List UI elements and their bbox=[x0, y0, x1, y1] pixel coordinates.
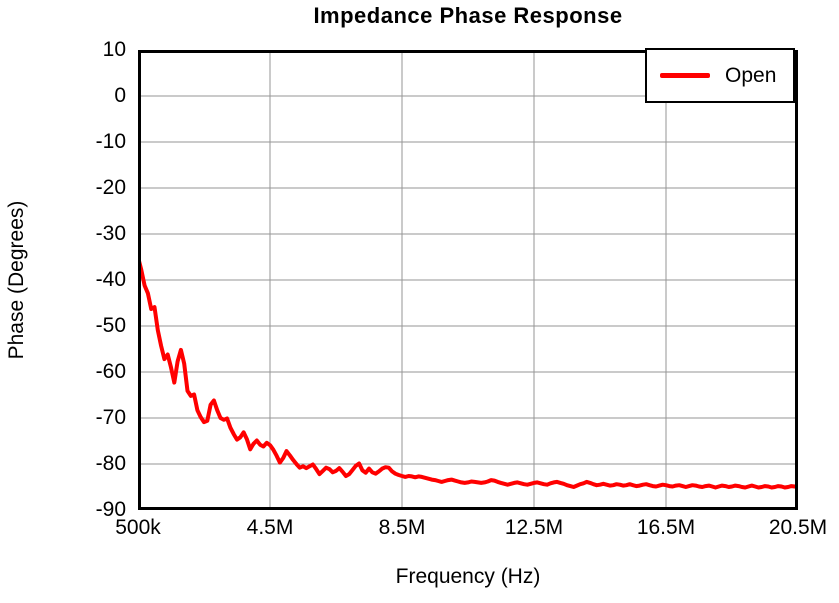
y-tick-label: -40 bbox=[95, 268, 126, 291]
x-tick-label: 16.5M bbox=[636, 516, 696, 539]
y-tick-label: -50 bbox=[95, 314, 126, 337]
x-tick-label: 8.5M bbox=[378, 516, 426, 539]
y-tick-label: -70 bbox=[95, 406, 126, 429]
y-tick-label: -90 bbox=[95, 498, 126, 521]
chart-title: Impedance Phase Response bbox=[313, 3, 623, 28]
series-line-open bbox=[138, 255, 798, 490]
legend: Open bbox=[645, 48, 795, 103]
y-tick-label: -10 bbox=[95, 130, 126, 153]
x-tick-label: 12.5M bbox=[504, 516, 564, 539]
plot-border bbox=[138, 50, 798, 510]
y-tick-label: -80 bbox=[95, 452, 126, 475]
y-tick-label: -60 bbox=[95, 360, 126, 383]
y-axis-tick-labels: 10 0 -10 -20 -30 -40 -50 -60 -70 -80 -90 bbox=[0, 38, 126, 521]
y-tick-label: -20 bbox=[95, 176, 126, 199]
x-tick-label: 20.5M bbox=[768, 516, 828, 539]
y-tick-label: 10 bbox=[102, 38, 126, 61]
y-tick-label: 0 bbox=[114, 84, 126, 107]
x-axis-title: Frequency (Hz) bbox=[395, 565, 541, 588]
legend-label: Open bbox=[725, 63, 777, 87]
x-axis-tick-labels: 500k 4.5M 8.5M 12.5M 16.5M 20.5M bbox=[115, 516, 827, 542]
x-tick-label: 500k bbox=[115, 516, 161, 539]
plot-area bbox=[138, 50, 798, 510]
legend-line-sample bbox=[660, 73, 710, 78]
x-tick-label: 4.5M bbox=[246, 516, 294, 539]
y-tick-label: -30 bbox=[95, 222, 126, 245]
